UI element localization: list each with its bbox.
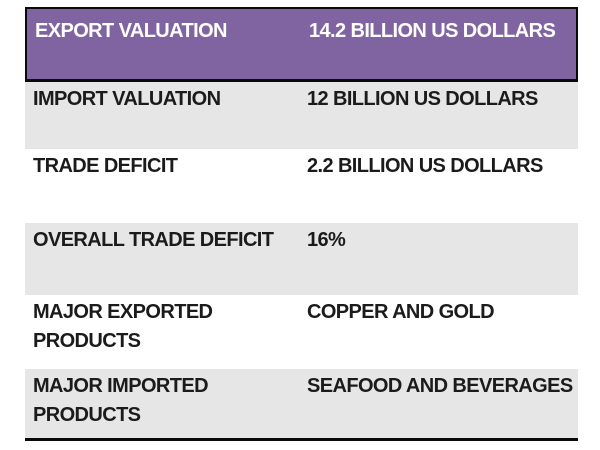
trade-statistics-table: EXPORT VALUATION 14.2 BILLION US DOLLARS… <box>25 7 578 441</box>
row-label-overall-trade-deficit: OVERALL TRADE DEFICIT <box>33 229 274 251</box>
row-label-import-valuation: IMPORT VALUATION <box>33 88 221 110</box>
table-row: MAJOR EXPORTED PRODUCTS COPPER AND GOLD <box>25 295 578 369</box>
row-label-major-exported-products: MAJOR EXPORTED PRODUCTS <box>33 301 213 352</box>
table-row: TRADE DEFICIT 2.2 BILLION US DOLLARS <box>25 149 578 223</box>
header-label-export-valuation: EXPORT VALUATION <box>35 20 227 42</box>
row-value-major-imported-products: SEAFOOD AND BEVERAGES <box>307 375 573 397</box>
row-value-import-valuation: 12 BILLION US DOLLARS <box>307 88 538 110</box>
table-row: IMPORT VALUATION 12 BILLION US DOLLARS <box>25 82 578 149</box>
row-label-trade-deficit: TRADE DEFICIT <box>33 155 178 177</box>
row-value-overall-trade-deficit: 16% <box>307 229 346 251</box>
row-value-trade-deficit: 2.2 BILLION US DOLLARS <box>307 155 543 177</box>
row-value-major-exported-products: COPPER AND GOLD <box>307 301 495 323</box>
table-row: MAJOR IMPORTED PRODUCTS SEAFOOD AND BEVE… <box>25 369 578 438</box>
row-label-major-imported-products: MAJOR IMPORTED PRODUCTS <box>33 375 209 426</box>
header-value-export-valuation: 14.2 BILLION US DOLLARS <box>309 20 556 42</box>
table-header-row: EXPORT VALUATION 14.2 BILLION US DOLLARS <box>25 7 578 82</box>
table-row: OVERALL TRADE DEFICIT 16% <box>25 223 578 295</box>
